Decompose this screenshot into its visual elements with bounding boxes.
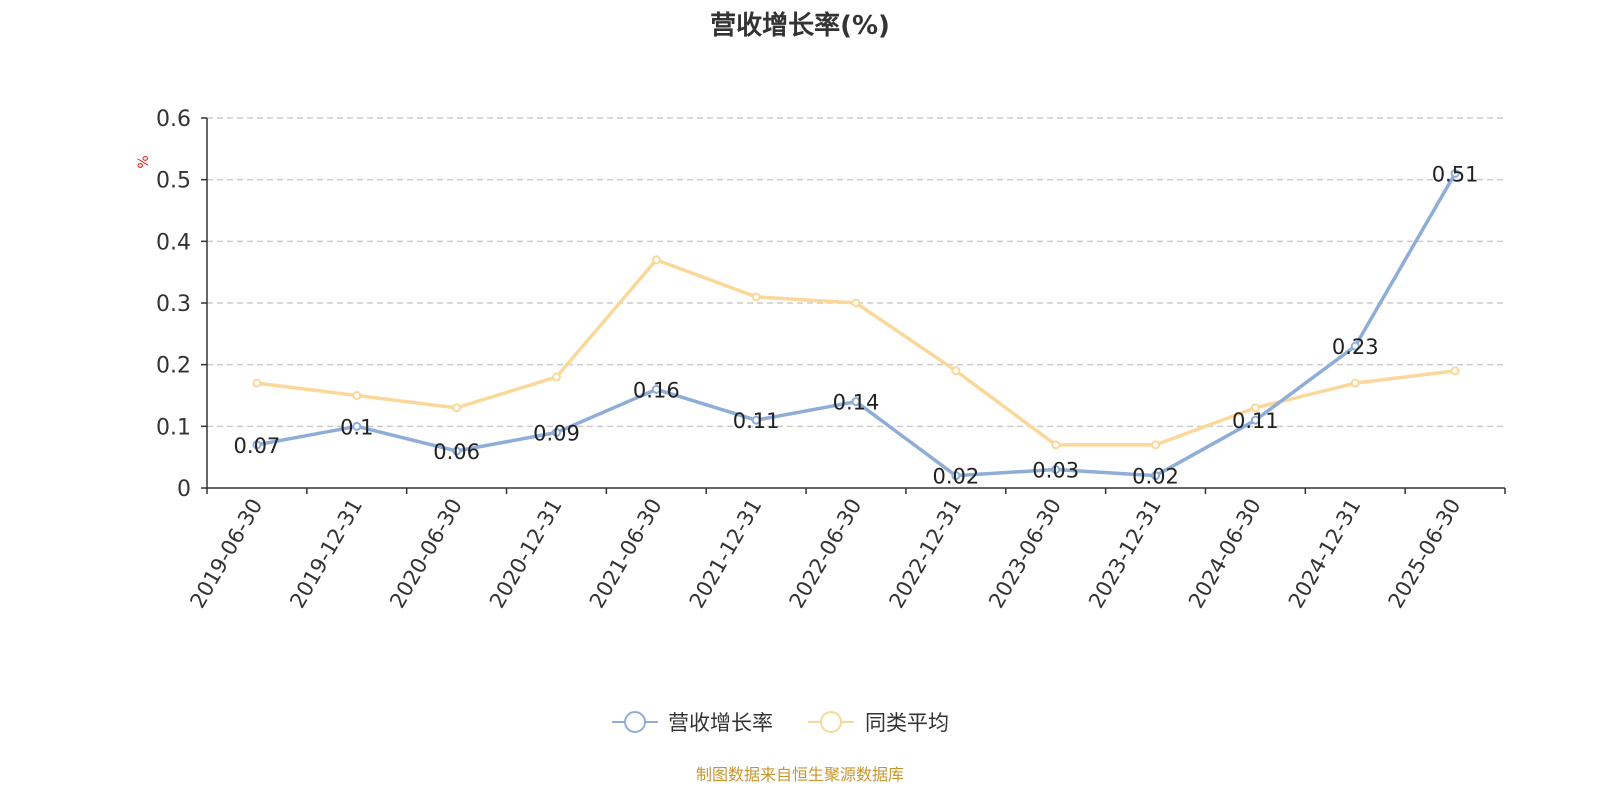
x-tick-label: 2020-12-31 — [485, 495, 567, 613]
legend-item-1: 同类平均 — [808, 711, 949, 735]
data-label: 0.02 — [1132, 465, 1179, 489]
data-point — [751, 292, 761, 302]
data-point — [1450, 366, 1460, 376]
data-label: 0.02 — [932, 465, 979, 489]
data-point — [352, 391, 362, 400]
data-point — [252, 378, 262, 388]
data-point — [751, 415, 761, 425]
x-tick-label: 2021-12-31 — [685, 495, 767, 613]
x-tick-label: 2019-06-30 — [185, 495, 267, 613]
x-tick-label: 2023-06-30 — [984, 495, 1066, 613]
data-point — [551, 372, 561, 382]
series-1 — [252, 255, 1460, 450]
data-label: 0.11 — [1232, 409, 1279, 433]
data-point — [1151, 471, 1161, 481]
x-tick-label: 2024-06-30 — [1184, 495, 1266, 613]
data-label: 0.03 — [1032, 459, 1079, 483]
x-tick-label: 2024-12-31 — [1284, 495, 1366, 613]
data-point — [452, 403, 462, 413]
y-axis-label: % — [136, 155, 152, 168]
data-point — [1350, 378, 1360, 388]
x-tick-label: 2022-12-31 — [884, 495, 966, 613]
source-note: 制图数据来自恒生聚源数据库 — [696, 765, 904, 784]
x-tick-label: 2019-12-31 — [285, 495, 367, 613]
legend-marker — [624, 711, 646, 733]
data-point — [951, 366, 961, 376]
data-label: 0.14 — [833, 391, 880, 415]
data-label: 0.51 — [1432, 163, 1479, 187]
data-point — [1151, 440, 1161, 450]
data-label: 0.07 — [234, 434, 281, 458]
data-point — [951, 471, 961, 481]
series-layer — [252, 169, 1460, 481]
y-tick-label: 0.1 — [156, 415, 191, 440]
data-point — [1051, 440, 1061, 450]
data-label: 0.23 — [1332, 335, 1379, 359]
y-tick-label: 0.5 — [156, 169, 191, 194]
data-point — [651, 384, 661, 394]
x-tick-label: 2020-06-30 — [385, 494, 467, 612]
x-tick-label: 2025-06-30 — [1384, 495, 1466, 613]
data-point — [651, 255, 661, 265]
chart-title: 营收增长率(%) — [710, 10, 890, 41]
data-label: 0.1 — [340, 415, 373, 439]
legend-marker — [820, 711, 842, 733]
data-labels: 0.07 0.1 0.06 0.09 0.16 0.11 0.14 0.02 0.03 0.02 0… — [234, 163, 1479, 489]
data-point — [851, 298, 861, 308]
data-label: 0.16 — [633, 378, 680, 402]
data-point — [1350, 341, 1360, 351]
legend-label: 营收增长率 — [668, 711, 773, 735]
y-tick-label: 0.3 — [156, 292, 191, 317]
data-point — [551, 428, 561, 437]
legend-label: 同类平均 — [865, 711, 949, 735]
x-tick-label: 2021-06-30 — [585, 495, 667, 613]
data-point — [851, 397, 861, 407]
data-label: 0.09 — [533, 422, 580, 446]
data-label: 0.06 — [433, 440, 480, 464]
y-tick-label: 0.4 — [156, 230, 191, 255]
data-point — [452, 446, 462, 456]
legend: 营收增长率 同类平均 — [612, 711, 949, 735]
data-point — [1250, 403, 1260, 413]
data-point — [252, 440, 262, 450]
y-tick-label: 0 — [177, 477, 191, 502]
x-tick-label: 2023-12-31 — [1084, 495, 1166, 613]
series-0 — [252, 169, 1460, 481]
y-tick-label: 0.2 — [156, 354, 191, 379]
legend-item-0: 营收增长率 — [612, 711, 773, 735]
data-point — [1250, 415, 1260, 425]
data-point — [352, 421, 362, 431]
data-label: 0.11 — [733, 409, 780, 433]
x-tick-label: 2022-06-30 — [785, 495, 867, 613]
data-point — [1051, 465, 1061, 474]
gridlines — [207, 117, 1505, 428]
y-tick-label: 0.6 — [156, 107, 191, 132]
data-point — [1450, 169, 1460, 178]
